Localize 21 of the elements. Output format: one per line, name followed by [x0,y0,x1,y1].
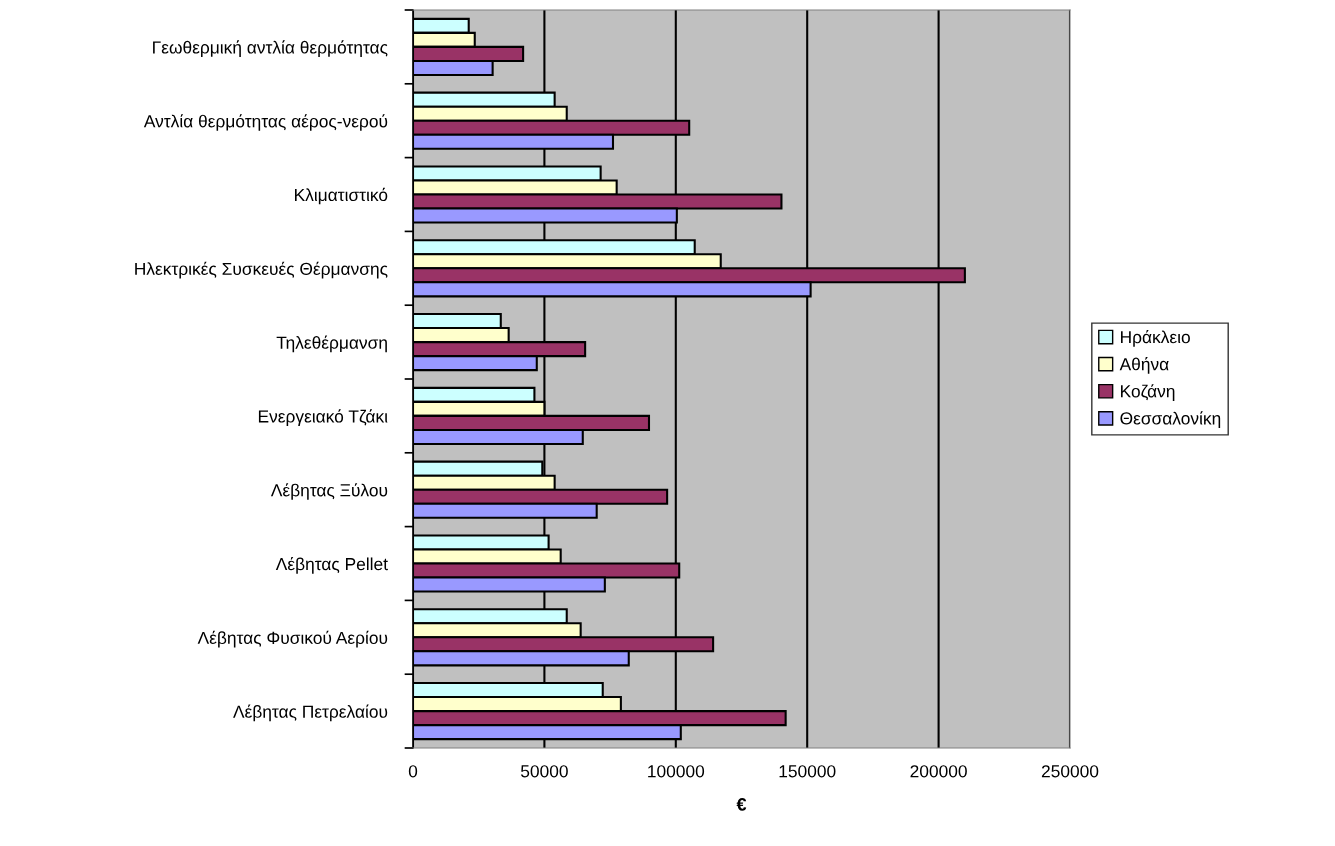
legend-label: Θεσσαλονίκη [1120,411,1221,428]
y-tick-label: Ενεργειακό Τζάκι [258,409,388,427]
y-tick-label: Λέβητας Φυσικού Αερίου [197,630,388,648]
y-tick-label: Λέβητας Pellet [275,556,388,574]
y-tick-label: Αντλία θερμότητας αέρος-νερού [143,114,388,131]
y-tick-label: Λέβητας Ξύλου [270,483,388,500]
legend-label: Ηράκλειο [1121,330,1190,347]
y-tick-label: Γεωθερμική αντλία θερμότητας [153,40,388,58]
x-tick-label: 0 [408,765,418,778]
x-tick-label: 200000 [910,765,967,778]
y-tick-label: Λέβητας Πετρελαίου [233,704,388,722]
x-tick-label: 50000 [520,765,568,778]
x-tick-label: 150000 [779,765,836,778]
y-tick-label: Κλιματιστικό [295,187,388,205]
x-axis-title: € [736,797,747,811]
legend-label: Αθήνα [1119,357,1169,374]
y-tick-label: Τηλεθέρμανση [276,335,387,353]
y-tick-label: Ηλεκτρικές Συσκευές Θέρμανσης [135,261,388,279]
x-tick-label: 250000 [1041,765,1099,778]
legend-label: Κοζάνη [1121,384,1175,401]
x-tick-label: 100000 [648,765,705,778]
